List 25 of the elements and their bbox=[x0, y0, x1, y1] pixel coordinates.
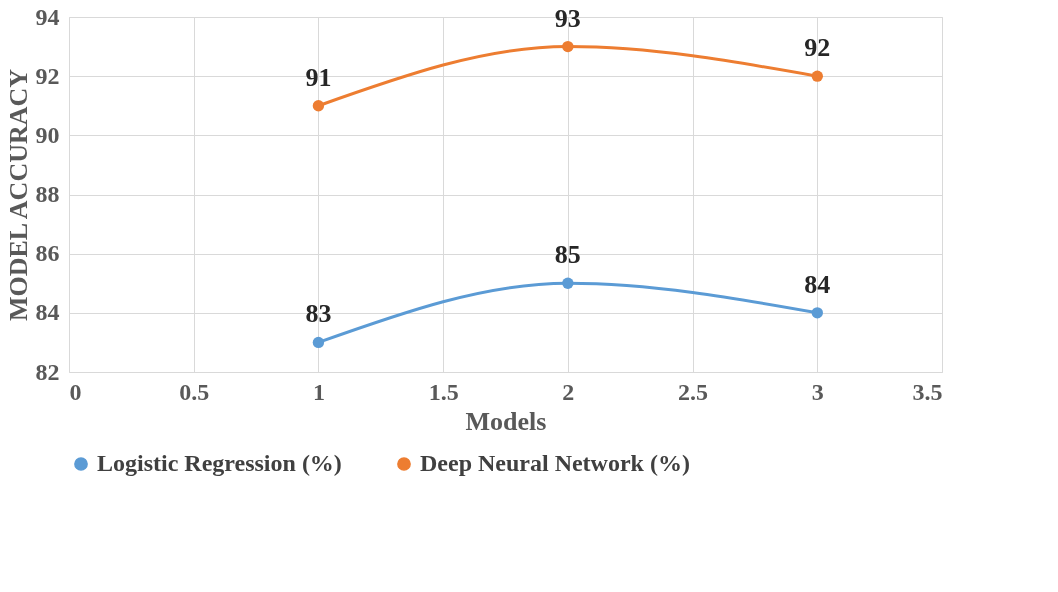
y-tick-label: 88 bbox=[35, 181, 60, 207]
data-label: 92 bbox=[804, 33, 831, 63]
y-tick-label: 94 bbox=[35, 3, 60, 30]
x-tick-label: 3 bbox=[811, 378, 824, 405]
x-tick-label: 1 bbox=[312, 378, 325, 405]
x-tick-label: 0 bbox=[69, 378, 82, 405]
y-tick-label: 84 bbox=[35, 299, 60, 326]
data-label: 83 bbox=[305, 299, 332, 329]
data-label: 84 bbox=[804, 269, 831, 299]
x-tick-label: 0.5 bbox=[179, 378, 210, 405]
x-axis-title: Models bbox=[465, 406, 547, 436]
x-tick-label: 2 bbox=[562, 378, 575, 405]
x-tick-label: 3.5 bbox=[912, 378, 943, 405]
data-label: 85 bbox=[554, 240, 581, 270]
legend-label: Logistic Regression (%) bbox=[97, 450, 342, 476]
data-label: 91 bbox=[305, 62, 332, 92]
data-label: 93 bbox=[554, 3, 581, 33]
y-axis-title: MODEL ACCURACY bbox=[3, 68, 33, 322]
y-tick-label: 86 bbox=[35, 240, 60, 267]
y-tick-label: 82 bbox=[35, 358, 60, 385]
y-tick-label: 90 bbox=[35, 121, 60, 148]
y-tick-label: 92 bbox=[35, 62, 60, 89]
legend-label: Deep Neural Network (%) bbox=[420, 450, 690, 476]
x-tick-label: 1.5 bbox=[428, 378, 459, 405]
x-tick-label: 2.5 bbox=[678, 378, 709, 405]
